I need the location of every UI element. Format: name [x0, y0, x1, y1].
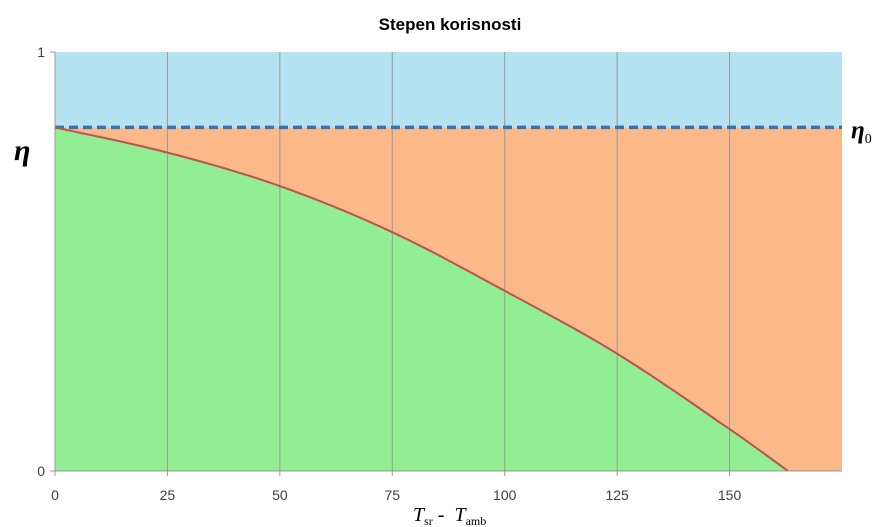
region-above-eta0 [55, 52, 842, 128]
x-tick-label: 0 [51, 487, 59, 503]
x-tick-label: 75 [384, 487, 400, 503]
x-tick-label: 150 [718, 487, 742, 503]
x-tick-label: 50 [272, 487, 288, 503]
efficiency-curve [54, 126, 789, 472]
x-tick-label: 100 [493, 487, 517, 503]
grid [166, 52, 731, 471]
y-tick-label: 0 [37, 463, 45, 479]
x-axis-label: Tsr - Tamb [413, 504, 486, 527]
x-tick-label: 125 [605, 487, 629, 503]
chart-title: Stepen korisnosti [379, 15, 522, 34]
y-axis-label: η [14, 134, 30, 167]
y-ticks: 01 [37, 44, 55, 479]
y-tick-label: 1 [37, 44, 45, 60]
region-useful [55, 127, 788, 472]
x-ticks: 0 25 50 75 100 125 150 [51, 471, 741, 503]
eta0-label: η0 [851, 117, 872, 147]
x-tick-label: 25 [160, 487, 176, 503]
